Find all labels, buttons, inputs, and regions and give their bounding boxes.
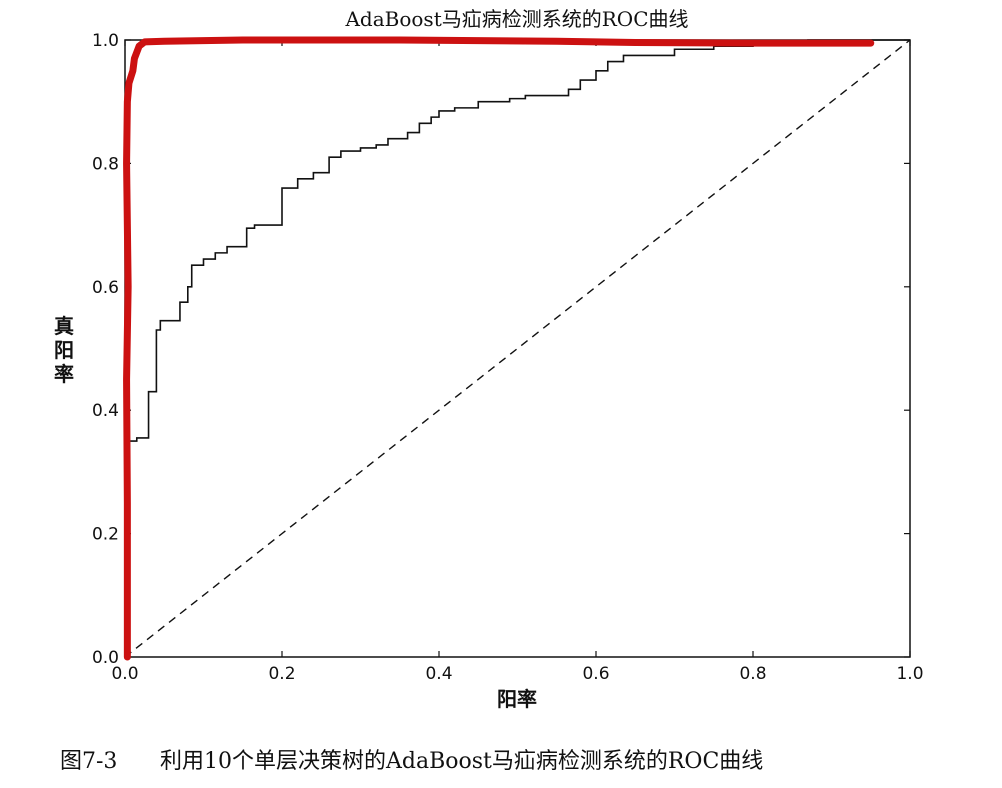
caption-text: 利用10个单层决策树的AdaBoost马疝病检测系统的ROC曲线 [160,749,763,774]
y-axis-title-char: 率 [54,362,74,386]
x-axis-title: 阳率 [497,687,537,711]
plot-area-frame [124,39,911,658]
x-tick-label: 0.4 [425,664,452,684]
x-tick-label: 0.6 [582,664,609,684]
y-tick-label: 0.2 [92,525,119,545]
red-annotation-stroke [123,36,875,661]
y-tick-label: 0.8 [92,154,119,174]
y-axis-title-char: 真 [54,314,74,338]
caption-figure-number: 图7-3 [60,749,117,774]
chance-diagonal-line [124,39,911,658]
x-tick-label: 0.8 [739,664,766,684]
x-tick-label: 1.0 [896,664,923,684]
chart-title: AdaBoost马疝病检测系统的ROC曲线 [344,7,688,31]
y-axis-title-char: 阳 [54,338,74,362]
x-tick-label: 0.0 [111,664,138,684]
y-axis-title: 真阳率 [54,314,74,386]
x-tick-label: 0.2 [268,664,295,684]
series-layer [123,36,911,661]
y-tick-label: 1.0 [92,31,119,51]
y-tick-label: 0.4 [92,401,119,421]
roc-curve-line [124,39,910,657]
y-tick-label: 0.6 [92,278,119,298]
axis-ticks: 0.0 0.2 0.4 0.6 0.8 1.0 0.0 0.2 0.4 0.6 0.8 1.0 [92,31,924,684]
figure-caption: 图7-3 利用10个单层决策树的AdaBoost马疝病检测系统的ROC曲线 [60,749,763,774]
y-tick-label: 0.0 [92,648,119,668]
